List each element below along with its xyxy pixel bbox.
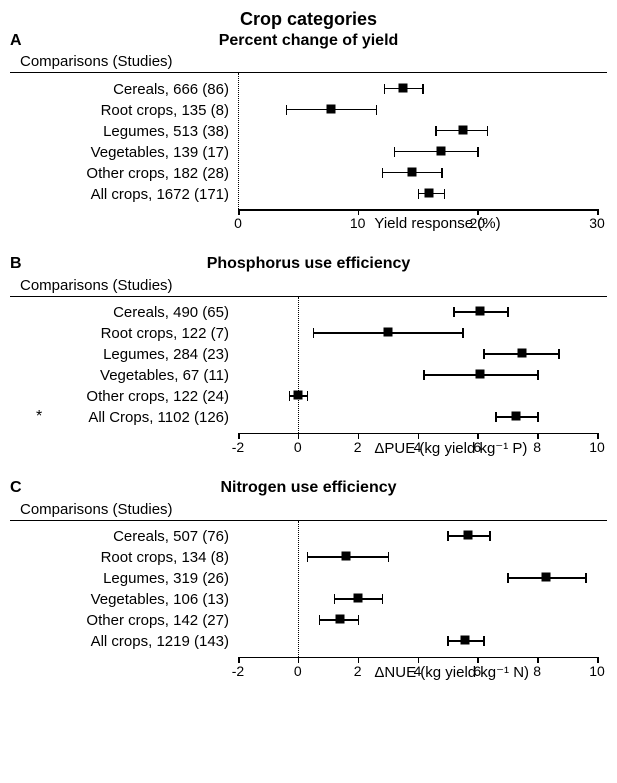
x-tick-label: 10: [589, 439, 605, 463]
forest-row: All Crops, 1102 (126): [10, 406, 607, 430]
row-label: Root crops, 135 (8): [10, 102, 235, 119]
row-label: Vegetables, 139 (17): [10, 144, 235, 161]
row-label: Other crops, 182 (28): [10, 165, 235, 182]
panel-letter: B: [10, 255, 22, 273]
x-axis-title: ΔNUE (kg yield kg⁻¹ N): [374, 663, 529, 681]
row-label: Other crops, 122 (24): [10, 388, 235, 405]
panel-b: BPhosphorus use efficiency Comparisons (S…: [10, 255, 607, 461]
chart-body: 0102030Yield response (%)Cereals, 666 (8…: [10, 73, 607, 237]
x-tick-label: 2: [354, 663, 362, 687]
row-label: Legumes, 319 (26): [10, 570, 235, 587]
row-label: Vegetables, 67 (11): [10, 367, 235, 384]
row-label: Other crops, 142 (27): [10, 612, 235, 629]
row-label: Cereals, 507 (76): [10, 528, 235, 545]
comparisons-header: Comparisons (Studies): [20, 53, 607, 70]
row-label: Cereals, 490 (65): [10, 304, 235, 321]
panel-c: CNitrogen use efficiency Comparisons (Stu…: [10, 479, 607, 685]
forest-row: All crops, 1219 (143): [10, 630, 607, 654]
x-tick-label: 8: [533, 663, 541, 687]
chart-body: -20246810ΔPUE (kg yield kg⁻¹ P)Cereals, …: [10, 297, 607, 461]
x-axis-line: [238, 209, 597, 211]
significance-star: *: [36, 408, 42, 426]
x-tick-label: 0: [294, 439, 302, 463]
row-label: Legumes, 513 (38): [10, 123, 235, 140]
x-tick-label: 10: [350, 215, 366, 239]
x-axis-title: Yield response (%): [374, 215, 500, 232]
x-tick-label: 2: [354, 439, 362, 463]
figure-main-title: Crop categories: [10, 10, 607, 30]
panel-title: Percent change of yield: [10, 32, 607, 50]
row-label: Legumes, 284 (23): [10, 346, 235, 363]
panel-title: Nitrogen use efficiency: [10, 479, 607, 497]
x-tick-label: -2: [232, 439, 244, 463]
row-label: Root crops, 134 (8): [10, 549, 235, 566]
x-axis-title: ΔPUE (kg yield kg⁻¹ P): [374, 439, 527, 457]
x-tick-label: -2: [232, 663, 244, 687]
row-label: All crops, 1219 (143): [10, 633, 235, 650]
x-tick-label: 10: [589, 663, 605, 687]
row-label: All crops, 1672 (171): [10, 186, 235, 203]
x-tick-label: 8: [533, 439, 541, 463]
x-tick-label: 0: [294, 663, 302, 687]
row-label: Cereals, 666 (86): [10, 81, 235, 98]
chart-body: -20246810ΔNUE (kg yield kg⁻¹ N)Cereals, …: [10, 521, 607, 685]
x-tick-label: 0: [234, 215, 242, 239]
row-label: Root crops, 122 (7): [10, 325, 235, 342]
panel-letter: C: [10, 479, 22, 497]
panel-a: APercent change of yield Comparisons (Stu…: [10, 32, 607, 238]
forest-row: All crops, 1672 (171): [10, 182, 607, 206]
panel-title: Phosphorus use efficiency: [10, 255, 607, 273]
forest-plot-figure: Crop categories APercent change of yield C…: [10, 10, 607, 685]
comparisons-header: Comparisons (Studies): [20, 277, 607, 294]
row-label: Vegetables, 106 (13): [10, 591, 235, 608]
panel-letter: A: [10, 32, 22, 50]
x-tick-label: 30: [589, 215, 605, 239]
row-label: All Crops, 1102 (126): [10, 409, 235, 426]
comparisons-header: Comparisons (Studies): [20, 501, 607, 518]
